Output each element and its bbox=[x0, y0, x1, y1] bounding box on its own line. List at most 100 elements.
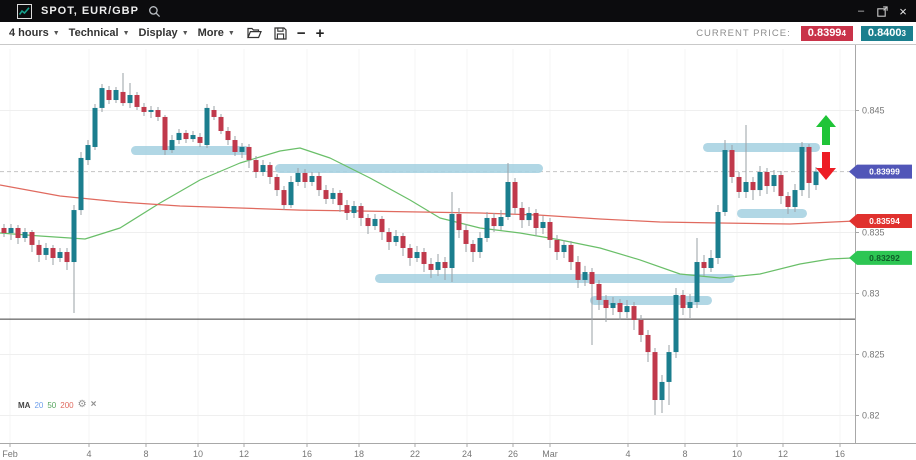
bearish-candle bbox=[36, 244, 42, 255]
search-icon[interactable] bbox=[148, 5, 161, 18]
bearish-candle bbox=[358, 206, 364, 218]
more-menu[interactable]: More ▼ bbox=[198, 27, 235, 39]
x-axis-label: Feb bbox=[2, 449, 18, 459]
bullish-candle bbox=[687, 302, 693, 309]
bullish-candle bbox=[526, 212, 532, 221]
bullish-candle bbox=[239, 146, 245, 152]
price-chart[interactable]: Feb 4 8 10 12 16 18 22 24 26 Mar 4 8 10 12 160.8450.835… bbox=[0, 45, 916, 460]
bullish-candle bbox=[43, 247, 49, 255]
x-axis-label: Mar bbox=[542, 449, 558, 459]
bearish-candle bbox=[463, 230, 469, 244]
bullish-candle bbox=[610, 303, 616, 309]
bullish-candle bbox=[57, 252, 63, 258]
bearish-candle bbox=[568, 244, 574, 263]
bearish-candle bbox=[631, 306, 637, 320]
bearish-candle bbox=[302, 172, 308, 182]
bearish-candle bbox=[575, 262, 581, 280]
bearish-candle bbox=[533, 212, 539, 228]
buy-signal-arrow-icon[interactable] bbox=[816, 115, 836, 145]
x-axis-label: 18 bbox=[354, 449, 364, 459]
popout-button[interactable] bbox=[875, 4, 889, 18]
bearish-candle bbox=[750, 181, 756, 191]
bearish-candle bbox=[806, 146, 812, 183]
bearish-candle bbox=[778, 175, 784, 197]
open-folder-icon[interactable] bbox=[246, 27, 262, 39]
bearish-candle bbox=[764, 171, 770, 187]
bullish-candle bbox=[204, 107, 210, 146]
bearish-candle bbox=[50, 247, 56, 258]
more-menu-label: More bbox=[197, 27, 224, 39]
support-resistance-zone[interactable] bbox=[737, 208, 807, 218]
window-title: SPOT, EUR/GBP bbox=[41, 5, 139, 17]
bullish-candle bbox=[561, 244, 567, 253]
bullish-candle bbox=[78, 157, 84, 211]
support-resistance-zone[interactable] bbox=[131, 146, 250, 156]
bid-price-badge[interactable]: 0.8399 4 bbox=[800, 25, 853, 41]
bearish-candle bbox=[197, 136, 203, 143]
save-icon[interactable] bbox=[274, 26, 287, 40]
bullish-candle bbox=[498, 217, 504, 227]
support-resistance-zone[interactable] bbox=[275, 164, 543, 173]
axis-price-badge bbox=[849, 214, 912, 228]
bullish-candle bbox=[708, 257, 714, 269]
bearish-candle bbox=[596, 283, 602, 300]
support-resistance-zone[interactable] bbox=[375, 273, 735, 284]
window-controls: – × bbox=[854, 3, 910, 19]
bearish-candle bbox=[183, 132, 189, 140]
bearish-candle bbox=[519, 207, 525, 221]
technical-menu[interactable]: Technical ▼ bbox=[69, 27, 130, 39]
x-axis-label: 8 bbox=[682, 449, 687, 459]
ma-settings-gear-icon[interactable]: ⚙ bbox=[77, 399, 87, 410]
bullish-candle bbox=[330, 192, 336, 199]
zoom-in-button[interactable]: + bbox=[315, 24, 325, 42]
bullish-candle bbox=[659, 381, 665, 401]
bearish-candle bbox=[141, 106, 147, 112]
bullish-candle bbox=[99, 88, 105, 108]
ask-price-badge[interactable]: 0.8400 3 bbox=[860, 25, 913, 41]
bullish-candle bbox=[624, 306, 630, 313]
bearish-candle bbox=[232, 140, 238, 152]
bullish-candle bbox=[792, 190, 798, 208]
bullish-candle bbox=[540, 222, 546, 228]
x-axis-label: 10 bbox=[732, 449, 742, 459]
bullish-candle bbox=[85, 145, 91, 161]
bullish-candle bbox=[393, 236, 399, 243]
zoom-out-button[interactable]: − bbox=[296, 24, 306, 42]
ask-price-main: 0.8400 bbox=[867, 26, 902, 39]
display-menu[interactable]: Display ▼ bbox=[139, 27, 189, 39]
bearish-candle bbox=[645, 334, 651, 353]
bearish-candle bbox=[274, 176, 280, 191]
bullish-candle bbox=[309, 176, 315, 182]
bearish-candle bbox=[400, 236, 406, 248]
bullish-candle bbox=[666, 352, 672, 382]
bearish-candle bbox=[736, 176, 742, 192]
x-axis-label: 4 bbox=[86, 449, 91, 459]
bullish-candle bbox=[771, 175, 777, 187]
chevron-down-icon: ▼ bbox=[122, 29, 130, 37]
bullish-candle bbox=[673, 294, 679, 353]
bearish-candle bbox=[617, 303, 623, 313]
axis-price-badge-label: 0.83292 bbox=[869, 253, 900, 263]
chart-toolbar: 4 hours ▼ Technical ▼ Display ▼ More ▼ − + bbox=[0, 22, 916, 45]
bullish-candle bbox=[22, 232, 28, 238]
ma-period-20: 20 bbox=[34, 400, 44, 410]
bid-price-main: 0.8399 bbox=[807, 26, 842, 39]
sell-signal-arrow-icon[interactable] bbox=[816, 152, 836, 180]
bearish-candle bbox=[407, 247, 413, 258]
bearish-candle bbox=[785, 196, 791, 208]
bearish-candle bbox=[638, 319, 644, 335]
bullish-candle bbox=[449, 213, 455, 269]
bearish-candle bbox=[386, 232, 392, 243]
close-button[interactable]: × bbox=[899, 3, 907, 19]
ma-remove-icon[interactable]: × bbox=[90, 399, 97, 410]
ma200-line bbox=[0, 184, 856, 225]
minimize-button[interactable]: – bbox=[857, 5, 865, 17]
ma50-line bbox=[0, 147, 856, 279]
ma-legend-label: MA bbox=[18, 400, 31, 410]
x-axis-label: 4 bbox=[625, 449, 630, 459]
timeframe-menu[interactable]: 4 hours ▼ bbox=[9, 27, 60, 39]
chevron-down-icon: ▼ bbox=[181, 29, 189, 37]
bullish-candle bbox=[372, 218, 378, 227]
axis-price-badge bbox=[849, 250, 912, 265]
bearish-candle bbox=[134, 95, 140, 107]
